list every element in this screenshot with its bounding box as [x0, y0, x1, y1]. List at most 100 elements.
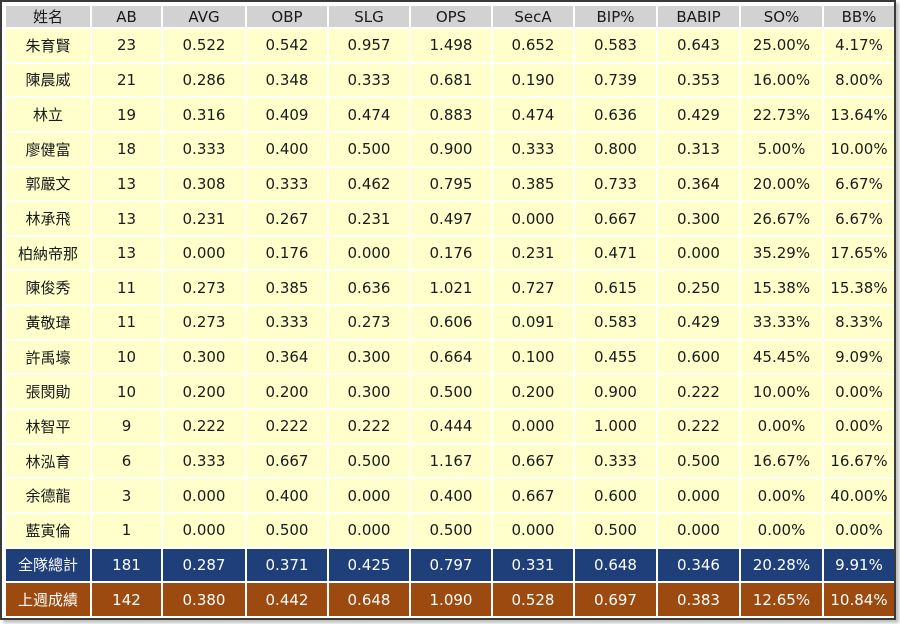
cell-so: 33.33%	[741, 306, 822, 339]
cell-avg: 0.300	[163, 340, 245, 374]
cell-seca: 0.667	[493, 479, 573, 512]
table-row: 林承飛 13 0.231 0.267 0.231 0.497 0.000 0.667 0.300…	[6, 202, 894, 235]
cell-bb: 8.00%	[824, 63, 894, 97]
cell-ab: 9	[92, 410, 161, 443]
cell-seca: 0.667	[493, 444, 573, 478]
header-obp: OBP	[247, 6, 327, 27]
cell-so: 45.45%	[741, 340, 822, 374]
cell-obp: 0.333	[247, 306, 327, 339]
cell-so: 0.00%	[741, 410, 822, 443]
cell-ops: 0.664	[411, 340, 491, 374]
cell-ab: 21	[92, 63, 161, 97]
header-so: SO%	[741, 6, 822, 27]
cell-bip: 0.648	[575, 548, 656, 582]
cell-slg: 0.500	[329, 444, 409, 478]
cell-obp: 0.364	[247, 340, 327, 374]
player-name: 藍寅倫	[6, 513, 90, 547]
header-bip: BIP%	[575, 6, 656, 27]
cell-bip: 0.583	[575, 306, 656, 339]
header-name: 姓名	[6, 6, 90, 27]
cell-ab: 3	[92, 479, 161, 512]
header-bb: BB%	[824, 6, 894, 27]
cell-bb: 10.00%	[824, 132, 894, 166]
cell-ab: 11	[92, 271, 161, 305]
table-row: 黃敬瑋 11 0.273 0.333 0.273 0.606 0.091 0.583 0.429…	[6, 306, 894, 339]
cell-seca: 0.100	[493, 340, 573, 374]
cell-avg: 0.231	[163, 202, 245, 235]
cell-slg: 0.957	[329, 29, 409, 62]
table-row: 藍寅倫 1 0.000 0.500 0.000 0.500 0.000 0.500 0.000 0…	[6, 513, 894, 547]
cell-avg: 0.222	[163, 410, 245, 443]
cell-bb: 9.09%	[824, 340, 894, 374]
cell-obp: 0.500	[247, 513, 327, 547]
player-name: 林承飛	[6, 202, 90, 235]
table-row: 許禹壕 10 0.300 0.364 0.300 0.664 0.100 0.455 0.600…	[6, 340, 894, 374]
player-name: 廖健富	[6, 132, 90, 166]
cell-avg: 0.380	[163, 583, 245, 616]
cell-babip: 0.250	[658, 271, 739, 305]
cell-bb: 10.84%	[824, 583, 894, 616]
cell-seca: 0.474	[493, 98, 573, 131]
cell-ops: 0.497	[411, 202, 491, 235]
cell-ops: 1.498	[411, 29, 491, 62]
cell-babip: 0.383	[658, 583, 739, 616]
player-name: 柏納帝那	[6, 236, 90, 270]
table-row: 陳俊秀 11 0.273 0.385 0.636 1.021 0.727 0.615 0.250…	[6, 271, 894, 305]
cell-slg: 0.231	[329, 202, 409, 235]
cell-avg: 0.000	[163, 236, 245, 270]
cell-babip: 0.300	[658, 202, 739, 235]
cell-bip: 0.636	[575, 98, 656, 131]
cell-ab: 11	[92, 306, 161, 339]
player-name: 朱育賢	[6, 29, 90, 62]
cell-bb: 17.65%	[824, 236, 894, 270]
cell-obp: 0.267	[247, 202, 327, 235]
cell-seca: 0.385	[493, 167, 573, 201]
cell-bip: 0.500	[575, 513, 656, 547]
cell-slg: 0.636	[329, 271, 409, 305]
header-slg: SLG	[329, 6, 409, 27]
cell-slg: 0.648	[329, 583, 409, 616]
cell-bip: 0.471	[575, 236, 656, 270]
cell-babip: 0.643	[658, 29, 739, 62]
table-row: 張閔勛 10 0.200 0.200 0.300 0.500 0.200 0.900 0.222…	[6, 375, 894, 409]
table-row: 朱育賢 23 0.522 0.542 0.957 1.498 0.652 0.583 0.643…	[6, 29, 894, 62]
table-row: 柏納帝那 13 0.000 0.176 0.000 0.176 0.231 0.471 0.00…	[6, 236, 894, 270]
cell-slg: 0.300	[329, 375, 409, 409]
cell-so: 16.67%	[741, 444, 822, 478]
cell-avg: 0.200	[163, 375, 245, 409]
cell-avg: 0.000	[163, 479, 245, 512]
cell-bip: 0.615	[575, 271, 656, 305]
cell-so: 12.65%	[741, 583, 822, 616]
cell-ab: 1	[92, 513, 161, 547]
cell-seca: 0.190	[493, 63, 573, 97]
cell-avg: 0.333	[163, 132, 245, 166]
cell-bb: 40.00%	[824, 479, 894, 512]
cell-seca: 0.231	[493, 236, 573, 270]
cell-ops: 0.444	[411, 410, 491, 443]
cell-slg: 0.273	[329, 306, 409, 339]
cell-ops: 0.900	[411, 132, 491, 166]
cell-ab: 142	[92, 583, 161, 616]
player-name: 陳俊秀	[6, 271, 90, 305]
cell-seca: 0.000	[493, 410, 573, 443]
cell-seca: 0.200	[493, 375, 573, 409]
cell-obp: 0.348	[247, 63, 327, 97]
cell-avg: 0.273	[163, 271, 245, 305]
cell-so: 26.67%	[741, 202, 822, 235]
cell-obp: 0.371	[247, 548, 327, 582]
cell-so: 16.00%	[741, 63, 822, 97]
cell-slg: 0.500	[329, 132, 409, 166]
player-name: 林立	[6, 98, 90, 131]
cell-so: 15.38%	[741, 271, 822, 305]
player-name: 黃敬瑋	[6, 306, 90, 339]
cell-avg: 0.286	[163, 63, 245, 97]
cell-ab: 19	[92, 98, 161, 131]
cell-ab: 13	[92, 236, 161, 270]
cell-ab: 18	[92, 132, 161, 166]
cell-so: 22.73%	[741, 98, 822, 131]
cell-avg: 0.333	[163, 444, 245, 478]
cell-bip: 0.583	[575, 29, 656, 62]
team-total-row-label: 全隊總計	[6, 548, 90, 582]
cell-babip: 0.000	[658, 236, 739, 270]
table-row: 郭嚴文 13 0.308 0.333 0.462 0.795 0.385 0.733 0.364…	[6, 167, 894, 201]
